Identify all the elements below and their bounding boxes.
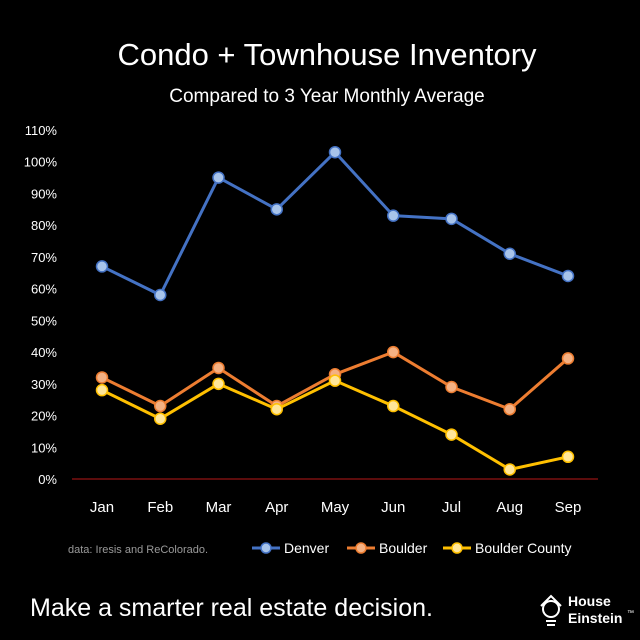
- y-tick-label: 10%: [31, 440, 57, 455]
- data-point-boulder: [503, 402, 516, 416]
- data-point-denver: [387, 209, 400, 222]
- y-tick-label: 100%: [24, 155, 58, 170]
- brand-name-line1: House: [568, 593, 611, 609]
- y-tick-label: 110%: [25, 123, 58, 138]
- house-einstein-logo: House Einstein ™: [540, 593, 634, 626]
- y-axis-ticks: 0% 10% 20% 30% 40% 50% 60% 70% 80% 90% 100% 110%: [24, 123, 58, 487]
- data-point-boulder: [154, 399, 167, 413]
- legend-item-boulder-county: Boulder County: [443, 540, 572, 556]
- y-tick-label: 80%: [31, 218, 57, 233]
- x-tick-label: Feb: [147, 499, 173, 516]
- legend-item-boulder: Boulder: [347, 540, 428, 556]
- y-tick-label: 50%: [31, 313, 57, 328]
- data-point-boulder-county: [561, 450, 575, 464]
- data-point-denver: [328, 145, 342, 159]
- series-layer: [95, 145, 575, 476]
- series-denver: [95, 145, 575, 302]
- x-tick-label: Jun: [381, 499, 405, 516]
- data-point-boulder-county: [154, 412, 167, 425]
- brand-trademark: ™: [627, 610, 634, 617]
- x-tick-label: Apr: [265, 499, 288, 516]
- source-note: data: Iresis and ReColorado.: [68, 544, 208, 556]
- y-tick-label: 90%: [31, 186, 57, 201]
- brand-name-line2: Einstein: [568, 610, 622, 626]
- data-point-boulder: [387, 345, 400, 359]
- legend-label: Boulder County: [475, 540, 572, 556]
- x-tick-label: May: [321, 499, 350, 516]
- series-boulder-county: [95, 374, 575, 476]
- legend-marker: [451, 542, 463, 554]
- data-point-boulder: [212, 361, 225, 375]
- data-point-boulder-county: [445, 428, 458, 441]
- data-point-denver: [561, 269, 575, 283]
- x-tick-label: Jul: [442, 499, 461, 516]
- legend-label: Boulder: [379, 540, 428, 556]
- x-axis-ticks: Jan Feb Mar Apr May Jun Jul Aug Sep: [90, 499, 581, 516]
- data-point-boulder-county: [503, 463, 516, 476]
- x-tick-label: Aug: [496, 499, 523, 516]
- x-tick-label: Mar: [206, 499, 232, 516]
- tagline: Make a smarter real estate decision.: [30, 594, 433, 622]
- y-tick-label: 0%: [38, 472, 57, 487]
- lightbulb-house-icon: [540, 594, 562, 626]
- data-point-denver: [503, 247, 516, 260]
- data-point-boulder-county: [270, 402, 283, 416]
- legend-marker: [355, 542, 367, 554]
- data-point-boulder: [561, 352, 575, 365]
- data-point-boulder: [95, 371, 109, 384]
- chart-subtitle: Compared to 3 Year Monthly Average: [169, 86, 484, 107]
- legend-item-denver: Denver: [252, 540, 329, 556]
- y-tick-label: 20%: [31, 409, 57, 424]
- legend-label: Denver: [284, 540, 329, 556]
- data-point-denver: [212, 171, 225, 184]
- data-point-denver: [95, 260, 109, 273]
- data-point-boulder-county: [387, 399, 400, 413]
- data-point-boulder-county: [328, 374, 342, 387]
- chart-title: Condo + Townhouse Inventory: [117, 37, 537, 72]
- x-tick-label: Jan: [90, 499, 114, 516]
- y-tick-label: 30%: [31, 377, 57, 392]
- data-point-denver: [270, 203, 283, 216]
- y-tick-label: 70%: [31, 250, 57, 265]
- data-point-denver: [154, 288, 167, 302]
- x-tick-label: Sep: [555, 499, 582, 516]
- y-tick-label: 60%: [31, 282, 57, 297]
- data-point-boulder-county: [95, 383, 109, 397]
- series-boulder: [95, 345, 575, 416]
- y-tick-label: 40%: [31, 345, 57, 360]
- legend-marker: [260, 542, 272, 554]
- data-point-denver: [445, 212, 458, 226]
- data-point-boulder-county: [212, 377, 225, 391]
- legend: Denver Boulder Boulder County: [252, 540, 572, 556]
- data-point-boulder: [445, 380, 458, 394]
